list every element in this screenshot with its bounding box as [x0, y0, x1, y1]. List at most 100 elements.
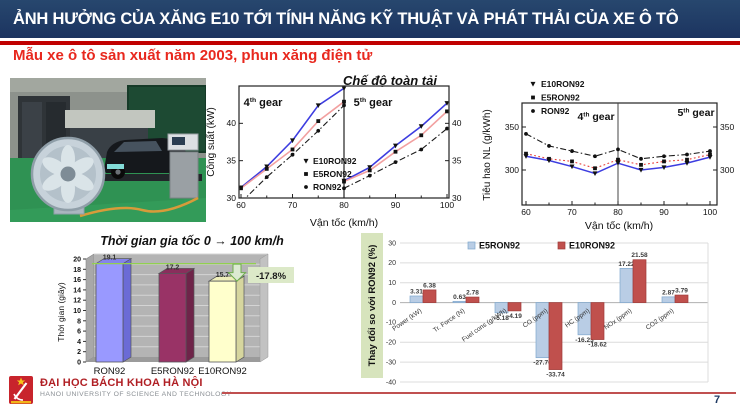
title-divider	[0, 41, 740, 45]
svg-text:RON92: RON92	[313, 182, 342, 192]
svg-text:10: 10	[73, 308, 81, 315]
svg-text:30: 30	[227, 193, 237, 203]
svg-text:E10RON92: E10RON92	[569, 241, 615, 251]
svg-text:Tr. Force (N): Tr. Force (N)	[432, 307, 466, 334]
svg-text:21.58: 21.58	[631, 252, 648, 259]
svg-text:100: 100	[703, 207, 717, 217]
power-line-chart: Công suất (kW) 30 30 35 35 40 40 60 70 80 90 100 Vận…	[205, 85, 462, 229]
svg-text:2.78: 2.78	[466, 290, 479, 297]
svg-text:-27.76: -27.76	[533, 360, 552, 367]
acceleration-bar-chart: Thời gian (giây) 0 2 4 6 8 10 12 14 16 18 20 19.1 RON…	[56, 253, 294, 377]
svg-text:60: 60	[521, 207, 531, 217]
svg-text:3.79: 3.79	[675, 288, 688, 295]
svg-text:6: 6	[77, 329, 81, 336]
svg-text:CO2 (ppm): CO2 (ppm)	[645, 307, 675, 331]
university-logo	[8, 374, 34, 410]
svg-text:Công suất (kW): Công suất (kW)	[205, 107, 217, 176]
svg-text:10: 10	[388, 280, 396, 287]
svg-text:3.31: 3.31	[410, 288, 423, 295]
svg-text:E5RON92: E5RON92	[479, 241, 520, 251]
svg-text:-20: -20	[386, 340, 396, 347]
svg-text:4th gear: 4th gear	[577, 111, 614, 123]
svg-text:40: 40	[227, 118, 237, 128]
svg-text:-16.23: -16.23	[575, 337, 594, 344]
slide-title: ẢNH HƯỞNG CỦA XĂNG E10 TỚI TÍNH NĂNG KỸ …	[0, 0, 740, 38]
svg-text:-40: -40	[386, 379, 396, 386]
svg-text:8: 8	[77, 318, 81, 325]
svg-text:35: 35	[452, 155, 462, 165]
svg-text:40: 40	[452, 118, 462, 128]
svg-text:NOx (ppm): NOx (ppm)	[603, 307, 633, 331]
svg-text:-5.18: -5.18	[494, 315, 509, 322]
svg-text:Fuel cons (g/kWh): Fuel cons (g/kWh)	[461, 307, 508, 343]
svg-text:E10RON92: E10RON92	[313, 156, 357, 166]
acceleration-chart-title: Thời gian gia tốc 0 → 100 km/h	[100, 234, 284, 248]
fuel-consumption-line-chart: Tiêu hao NL (g/kWh) 300 300 350 350 60 70 80 90 1…	[482, 79, 734, 232]
svg-text:Thời gian (giây): Thời gian (giây)	[56, 282, 66, 342]
svg-text:5th gear: 5th gear	[354, 97, 394, 109]
slide-subtitle: Mẫu xe ô tô sản xuất năm 2003, phun xăng…	[13, 47, 373, 64]
svg-text:-33.74: -33.74	[546, 372, 565, 379]
svg-text:RON92: RON92	[541, 106, 570, 116]
duct-machine	[65, 110, 155, 128]
svg-text:2.87: 2.87	[662, 289, 675, 296]
svg-text:Power (kW): Power (kW)	[391, 307, 423, 332]
svg-text:2: 2	[77, 349, 81, 356]
svg-text:-30: -30	[386, 359, 396, 366]
svg-text:17.2: 17.2	[166, 264, 180, 271]
svg-text:90: 90	[659, 207, 669, 217]
university-name-en: HANOI UNIVERSITY OF SCIENCE AND TECHNOLO…	[40, 391, 232, 399]
page-number: 7	[714, 394, 721, 406]
svg-text:19.1: 19.1	[103, 255, 117, 262]
svg-text:0.63: 0.63	[453, 294, 466, 301]
svg-text:30: 30	[452, 193, 462, 203]
svg-text:-10: -10	[386, 320, 396, 327]
svg-text:35: 35	[227, 155, 237, 165]
svg-text:15.7: 15.7	[216, 272, 230, 279]
svg-text:14: 14	[73, 287, 81, 294]
footer-rule	[222, 392, 736, 394]
svg-text:0: 0	[392, 300, 396, 307]
svg-text:80: 80	[339, 200, 349, 210]
svg-text:4th gear: 4th gear	[244, 97, 284, 109]
svg-text:E10RON92: E10RON92	[541, 79, 585, 89]
svg-text:E10RON92: E10RON92	[198, 366, 247, 377]
instrument-cart	[167, 133, 199, 199]
svg-text:350: 350	[720, 122, 734, 132]
svg-text:-17.8%: -17.8%	[256, 271, 287, 282]
svg-text:70: 70	[288, 200, 298, 210]
footer-text: ĐẠI HỌC BÁCH KHOA HÀ NỘI HANOI UNIVERSIT…	[40, 377, 232, 399]
mode-caption: Chế độ toàn tải	[343, 73, 437, 88]
svg-text:17.22: 17.22	[618, 261, 635, 268]
svg-text:6.38: 6.38	[423, 282, 436, 289]
svg-text:20: 20	[388, 260, 396, 267]
svg-text:Vận tốc (km/h): Vận tốc (km/h)	[310, 217, 378, 229]
svg-text:Tiêu hao NL (g/kWh): Tiêu hao NL (g/kWh)	[482, 109, 493, 201]
svg-text:80: 80	[613, 207, 623, 217]
svg-text:RON92: RON92	[94, 366, 126, 377]
svg-text:16: 16	[73, 277, 81, 284]
change-vs-ron92-bar-chart: Thay đổi so với RON92 (%) -40 -30 -20 -10 0 10…	[361, 233, 709, 386]
svg-text:5th gear: 5th gear	[677, 107, 714, 119]
svg-text:100: 100	[440, 200, 454, 210]
svg-text:Thay đổi so với RON92 (%): Thay đổi so với RON92 (%)	[367, 245, 378, 367]
svg-text:E5RON92: E5RON92	[541, 93, 580, 103]
test-lab-photo	[10, 78, 207, 222]
svg-text:20: 20	[73, 257, 81, 264]
svg-text:60: 60	[236, 200, 246, 210]
svg-text:4: 4	[77, 339, 81, 346]
svg-text:70: 70	[567, 207, 577, 217]
svg-text:E5RON92: E5RON92	[151, 366, 194, 377]
svg-text:-18.62: -18.62	[588, 342, 607, 349]
svg-text:18: 18	[73, 267, 81, 274]
svg-text:Vận tốc (km/h): Vận tốc (km/h)	[585, 220, 653, 232]
svg-text:300: 300	[720, 165, 734, 175]
svg-text:350: 350	[505, 122, 519, 132]
fan-shape	[30, 136, 106, 215]
test-lab-photo-art	[10, 78, 207, 222]
svg-text:12: 12	[73, 298, 81, 305]
svg-text:-4.19: -4.19	[507, 313, 522, 320]
svg-text:90: 90	[391, 200, 401, 210]
university-name: ĐẠI HỌC BÁCH KHOA HÀ NỘI	[40, 377, 203, 389]
